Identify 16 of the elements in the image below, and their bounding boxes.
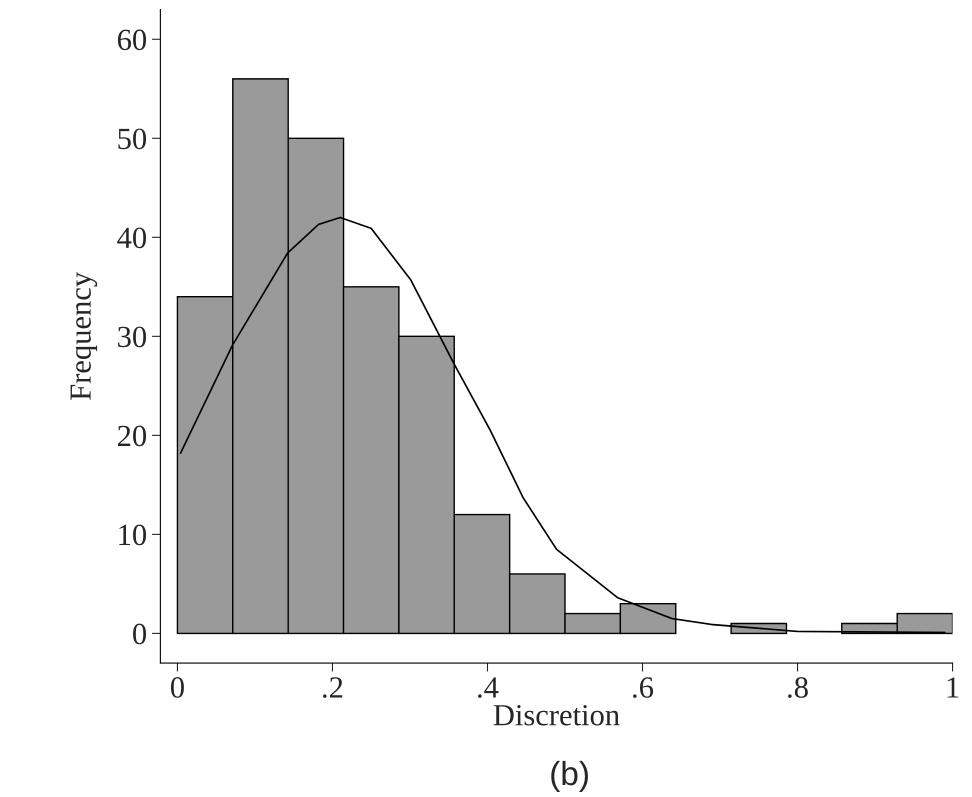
x-tick-label: .6 (633, 677, 654, 698)
y-tick-label: 0 (133, 624, 146, 644)
y-tick-label: 10 (119, 524, 146, 546)
y-tick-label: 40 (117, 228, 146, 248)
x-tick-label: .8 (788, 677, 808, 698)
y-tick-label: 30 (118, 326, 146, 348)
x-tick-label: .4 (478, 677, 498, 698)
x-axis-title: Discretion (494, 704, 620, 726)
x-tick-label: 0 (170, 677, 184, 698)
y-tick-label: 60 (118, 30, 146, 50)
text: (b) (551, 760, 588, 792)
x-tick-label: 1 (948, 677, 958, 698)
x-tick-label: .2 (323, 677, 342, 698)
y-tick-label: 50 (118, 128, 146, 150)
y-axis-title: Frequency (70, 272, 98, 400)
y-tick-label: 20 (118, 426, 146, 446)
